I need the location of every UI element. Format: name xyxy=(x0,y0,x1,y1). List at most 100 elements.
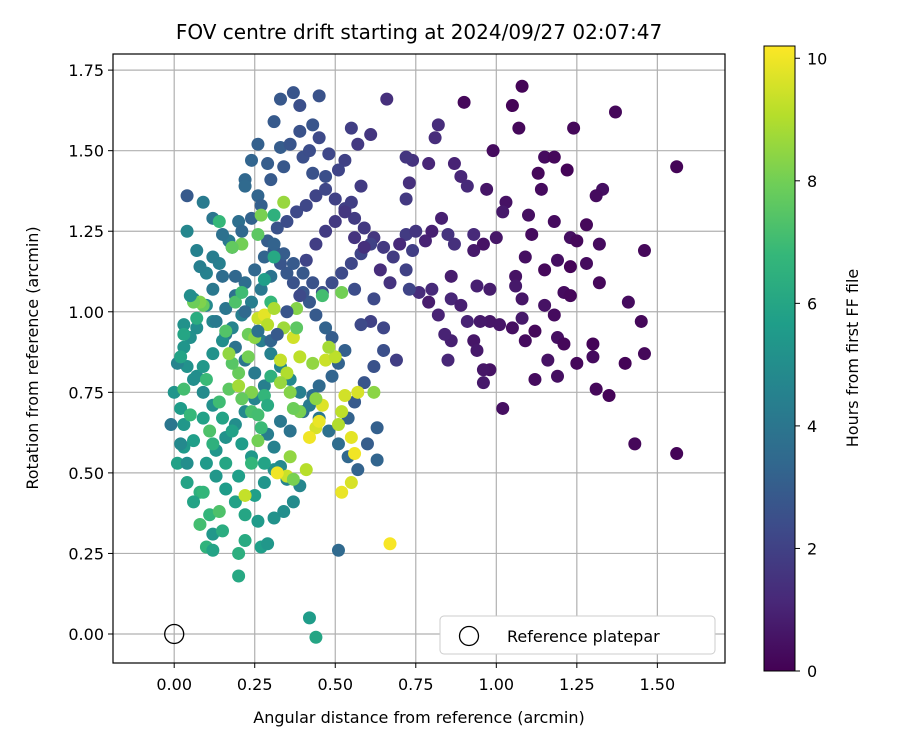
data-point xyxy=(486,144,500,158)
data-point xyxy=(187,372,201,386)
legend-box xyxy=(439,615,716,655)
data-point xyxy=(538,263,552,277)
data-point xyxy=(306,166,320,180)
data-point xyxy=(399,150,413,164)
data-point xyxy=(348,282,362,296)
colorbar-tick-label: 0 xyxy=(807,662,817,681)
data-point xyxy=(261,537,275,551)
data-point xyxy=(296,266,310,280)
colorbar-tick-label: 8 xyxy=(807,172,817,191)
data-point xyxy=(286,86,300,100)
data-point xyxy=(325,276,339,290)
data-point xyxy=(547,215,561,229)
data-point xyxy=(344,430,358,444)
data-point xyxy=(670,447,684,461)
data-point xyxy=(212,505,226,519)
data-point xyxy=(299,198,313,212)
data-point xyxy=(232,569,246,583)
data-point xyxy=(273,92,287,106)
data-point xyxy=(570,356,584,370)
data-point xyxy=(579,256,593,270)
data-point xyxy=(557,337,571,351)
data-point xyxy=(174,350,188,364)
data-point xyxy=(563,260,577,274)
data-point xyxy=(216,269,230,283)
data-point xyxy=(360,437,374,451)
data-point xyxy=(180,476,194,490)
data-point xyxy=(254,198,268,212)
data-point xyxy=(467,244,481,258)
data-point xyxy=(402,282,416,296)
data-point xyxy=(628,437,642,451)
data-point xyxy=(441,227,455,241)
data-point xyxy=(216,524,230,538)
data-point xyxy=(248,263,262,277)
data-point xyxy=(447,157,461,171)
data-point xyxy=(319,321,333,335)
data-point xyxy=(444,269,458,283)
legend: Reference platepar xyxy=(439,615,716,655)
data-point xyxy=(283,385,297,399)
data-point xyxy=(206,282,220,296)
data-point xyxy=(357,376,371,390)
data-point xyxy=(319,224,333,238)
data-point xyxy=(399,192,413,206)
data-point xyxy=(409,224,423,238)
data-point xyxy=(621,295,635,309)
plot-frame xyxy=(112,53,726,664)
data-point xyxy=(286,276,300,290)
data-point xyxy=(219,302,233,316)
data-point xyxy=(399,263,413,277)
data-point xyxy=(180,456,194,470)
data-point xyxy=(309,237,323,251)
y-tick-label: 1.25 xyxy=(68,222,104,241)
data-point xyxy=(216,411,230,425)
data-point xyxy=(579,218,593,232)
data-point xyxy=(377,343,391,357)
data-point xyxy=(476,237,490,251)
data-point xyxy=(270,466,284,480)
data-point xyxy=(190,321,204,335)
data-point xyxy=(357,240,371,254)
data-point xyxy=(425,282,439,296)
data-point xyxy=(257,456,271,470)
data-point xyxy=(302,144,316,158)
data-point xyxy=(254,208,268,222)
data-point xyxy=(264,347,278,361)
data-point xyxy=(322,340,336,354)
data-point xyxy=(364,128,378,142)
data-point xyxy=(206,347,220,361)
data-point xyxy=(335,285,349,299)
data-point xyxy=(454,298,468,312)
data-point xyxy=(286,256,300,270)
data-point xyxy=(257,476,271,490)
reference-marker-layer xyxy=(164,623,185,645)
data-point xyxy=(193,517,207,531)
data-point xyxy=(283,137,297,151)
data-point xyxy=(309,630,323,644)
y-axis-label: Rotation from reference (arcmin) xyxy=(23,226,42,489)
data-point xyxy=(377,321,391,335)
data-point xyxy=(457,95,471,109)
data-point xyxy=(225,240,239,254)
data-point xyxy=(206,250,220,264)
data-point xyxy=(293,385,307,399)
data-point xyxy=(286,472,300,486)
data-point xyxy=(344,476,358,490)
data-point xyxy=(206,543,220,557)
data-point xyxy=(280,215,294,229)
data-point xyxy=(174,401,188,415)
data-point xyxy=(248,366,262,380)
data-point xyxy=(460,314,474,328)
data-point xyxy=(319,182,333,196)
y-tick-label: 1.00 xyxy=(68,303,104,322)
data-point xyxy=(228,269,242,283)
data-point xyxy=(267,250,281,264)
data-point xyxy=(270,327,284,341)
data-point xyxy=(509,279,523,293)
data-point xyxy=(344,195,358,209)
data-point xyxy=(261,318,275,332)
data-point xyxy=(541,353,555,367)
data-point xyxy=(277,505,291,519)
